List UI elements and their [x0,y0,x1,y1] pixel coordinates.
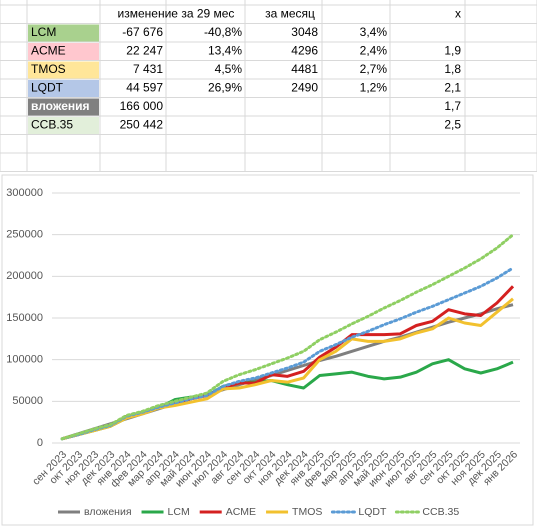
y-tick-label: 200000 [6,270,43,282]
cell-value: 4,5% [215,62,243,76]
cell-value: 1,2% [360,80,388,94]
cell-value: 3048 [291,25,318,39]
y-tick-label: 100000 [6,354,43,366]
cell-value: -67 676 [122,25,163,39]
label-cell [28,117,99,134]
cell-value: 1,7 [444,99,461,113]
cell-value: 13,4% [208,43,242,57]
cell-value: 44 597 [126,80,163,94]
cell-value: 4296 [291,43,318,57]
cell-value: 4481 [291,62,318,76]
cell-value: -40,8% [204,25,242,39]
chart-area [1,174,534,526]
row-label: ССВ.35 [31,117,73,131]
y-tick-label: 0 [37,437,43,449]
header-cell: за месяц [265,6,315,20]
row-label: LCM [31,25,56,39]
cell-value: 1,8 [444,62,461,76]
cell-value: 26,9% [208,80,242,94]
y-tick-label: 150000 [6,312,43,324]
label-cell [28,24,99,42]
cell-value: 1,9 [444,43,461,57]
legend-label: вложения [84,506,132,518]
series-line [60,233,515,441]
row-label: вложения [31,99,90,113]
row-label: ACME [31,43,66,57]
legend-label: ССВ.35 [422,506,459,518]
legend-label: ACME [226,506,256,518]
cell-value: 7 431 [133,62,163,76]
label-cell [28,61,99,79]
header-cell: изменение за 29 мес [118,6,235,20]
legend-label: LQDT [358,506,387,518]
row-label: LQDT [31,80,64,94]
series-line [61,297,514,441]
cell-value: 250 442 [120,117,164,131]
cell-value: 2,5 [444,117,461,131]
y-tick-label: 300000 [6,187,43,199]
cell-value: 166 000 [120,99,164,113]
label-cell [28,80,99,97]
y-tick-label: 250000 [6,229,43,241]
cell-value: 2,7% [360,62,388,76]
row-label: TMOS [31,62,66,76]
y-tick-label: 50000 [12,395,43,407]
cell-value: 2490 [291,80,318,94]
label-cell [28,43,99,60]
cell-value: 2,1 [444,80,461,94]
legend-label: TMOS [292,506,322,518]
cell-value: 3,4% [360,25,388,39]
cell-value: 22 247 [126,43,163,57]
cell-value: 2,4% [360,43,388,57]
legend-label: LCM [168,506,190,518]
header-cell: x [455,6,461,20]
label-cell [28,98,99,116]
